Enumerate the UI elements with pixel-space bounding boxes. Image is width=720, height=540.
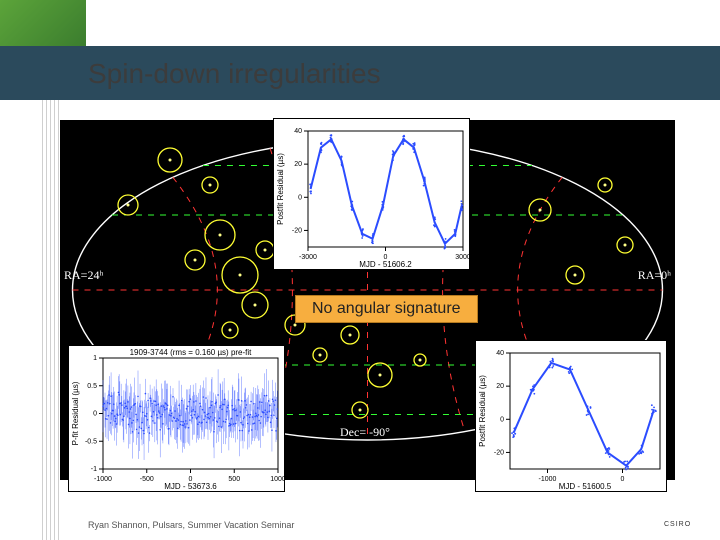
ra-left-label: RA=24ʰ [64, 268, 103, 283]
svg-text:-1000: -1000 [539, 476, 557, 483]
callout-no-angular-signature: No angular signature [295, 295, 478, 323]
svg-text:-0.5: -0.5 [85, 438, 97, 445]
subplot-bottom-left-noise: -1000-50005001000-1-0.500.51MJD - 53673.… [68, 345, 285, 492]
footer-logo-text: CSIRO [664, 521, 691, 528]
svg-text:0: 0 [93, 411, 97, 418]
svg-text:0: 0 [298, 194, 302, 201]
svg-text:-3000: -3000 [299, 254, 317, 261]
svg-text:20: 20 [496, 383, 504, 390]
svg-text:500: 500 [228, 476, 240, 483]
subplot-bottom-right-residual: -1000 0 -20 0 20 40 MJD - 51600.5 Postfit Resid… [475, 340, 667, 492]
svg-text:40: 40 [496, 350, 504, 357]
page-title: Spin-down irregularities [88, 58, 381, 90]
svg-text:-20: -20 [292, 227, 302, 234]
svg-text:1000: 1000 [270, 476, 284, 483]
slide-root: Spin-down irregularities RA=24ʰ RA=0ʰ De… [0, 0, 720, 540]
footer-logo: CSIRO [650, 516, 690, 532]
svg-text:MJD - 51600.5: MJD - 51600.5 [559, 482, 612, 491]
svg-text:0: 0 [500, 416, 504, 423]
svg-text:Postfit Residual (µs): Postfit Residual (µs) [478, 375, 487, 447]
svg-text:-500: -500 [140, 476, 154, 483]
svg-text:0.5: 0.5 [87, 383, 97, 390]
svg-text:0: 0 [621, 476, 625, 483]
svg-text:-20: -20 [494, 449, 504, 456]
ra-right-label: RA=0ʰ [638, 268, 671, 283]
svg-text:-1: -1 [91, 466, 97, 473]
svg-text:MJD - 53673.6: MJD - 53673.6 [164, 482, 217, 491]
svg-text:-1000: -1000 [94, 476, 112, 483]
dec-bottom-label: Dec= -90° [340, 425, 390, 440]
subplot-top-residual: -300003000-2002040MJD - 51606.2Postfit R… [273, 118, 470, 270]
callout-text: No angular signature [312, 300, 461, 317]
svg-text:Postfit Residual (µs): Postfit Residual (µs) [276, 153, 285, 225]
svg-text:20: 20 [294, 161, 302, 168]
svg-text:40: 40 [294, 128, 302, 135]
svg-text:P-fit Residual (µs): P-fit Residual (µs) [71, 381, 80, 445]
svg-text:1: 1 [93, 355, 97, 362]
svg-text:MJD - 51606.2: MJD - 51606.2 [359, 260, 412, 269]
svg-text:1909-3744 (rms = 0.160 µs) pre: 1909-3744 (rms = 0.160 µs) pre-fit [130, 348, 253, 357]
footer-text: Ryan Shannon, Pulsars, Summer Vacation S… [88, 520, 294, 530]
corner-accent-tab [0, 0, 86, 46]
svg-text:3000: 3000 [455, 254, 469, 261]
